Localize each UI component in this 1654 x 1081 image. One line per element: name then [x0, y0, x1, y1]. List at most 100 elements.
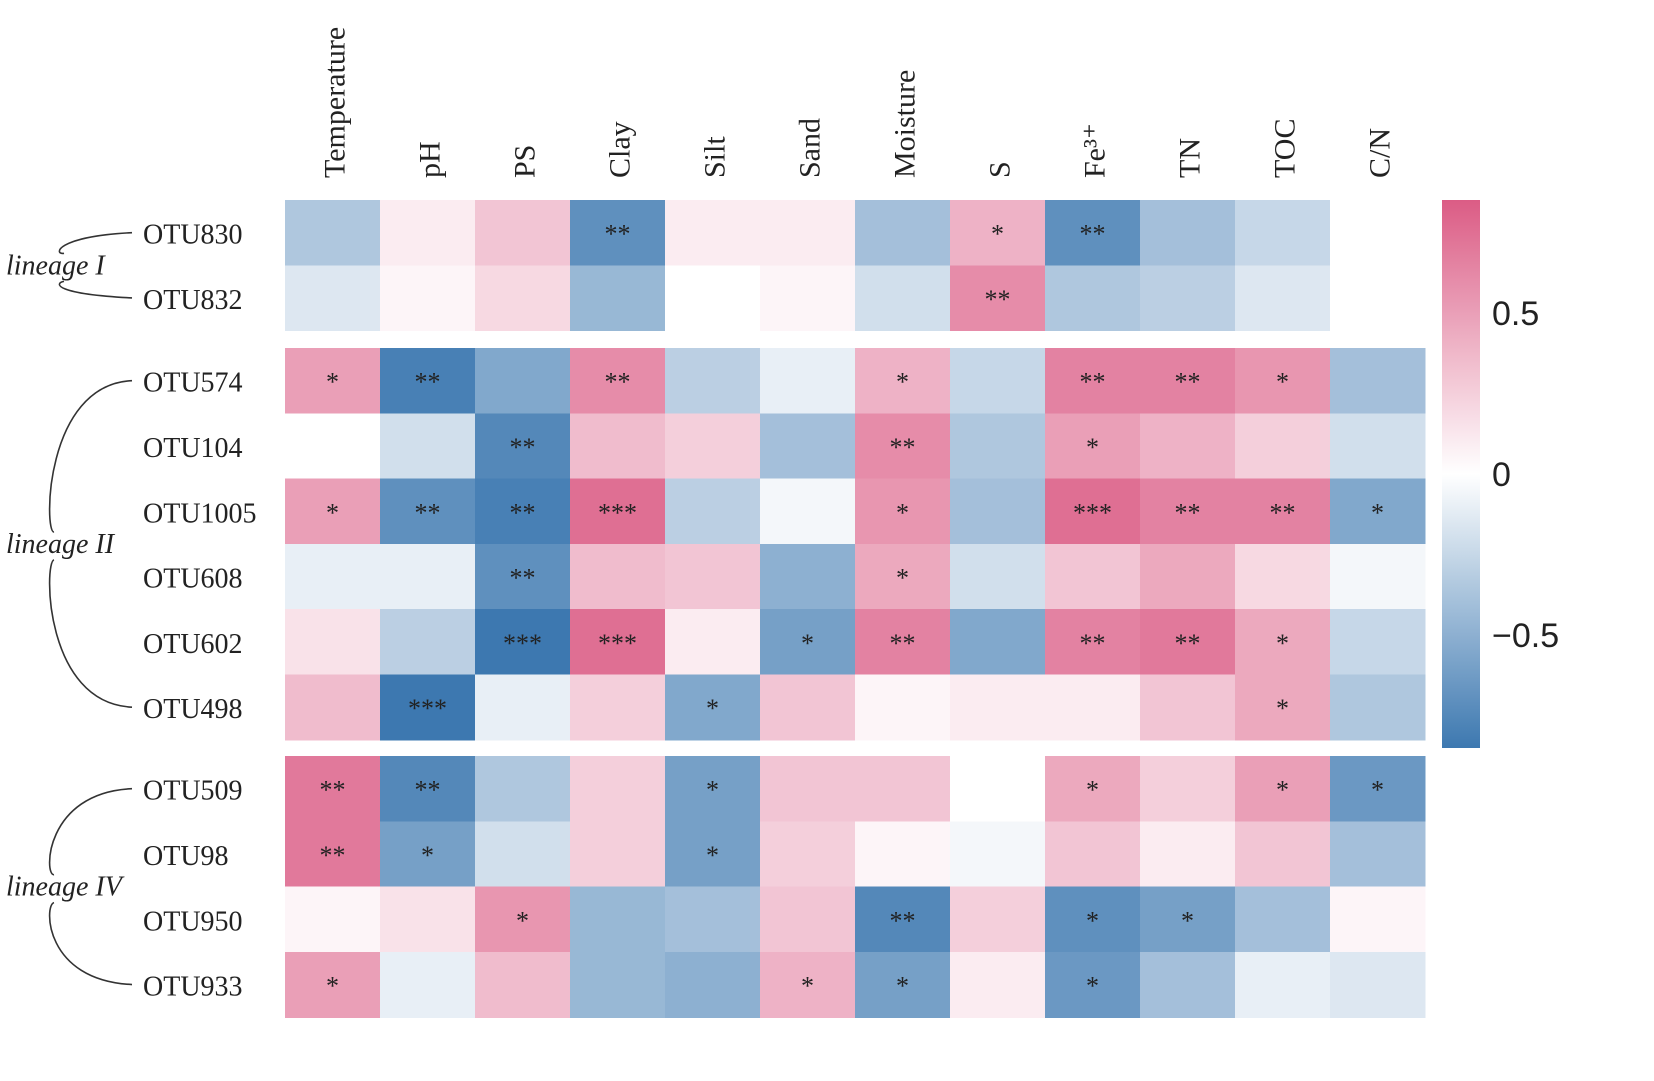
heatmap-cell — [1140, 478, 1236, 545]
significance-mark: *** — [408, 694, 447, 723]
heatmap-cell — [1045, 886, 1141, 953]
significance-mark: * — [801, 629, 814, 658]
significance-mark: * — [896, 564, 909, 593]
significance-mark: ** — [415, 368, 441, 397]
heatmap-cell — [570, 200, 666, 266]
heatmap-cell — [855, 609, 951, 676]
significance-mark: *** — [598, 498, 637, 527]
heatmap-cell — [665, 821, 761, 888]
column-header: Temperature — [319, 27, 352, 178]
colorbar-tick-label: 0.5 — [1492, 295, 1539, 333]
heatmap-cell — [570, 348, 666, 414]
heatmap-cell — [855, 543, 951, 610]
heatmap-cell — [760, 674, 856, 741]
significance-mark: * — [421, 841, 434, 870]
significance-mark: ** — [510, 498, 536, 527]
significance-mark: ** — [890, 629, 916, 658]
heatmap-cell — [950, 265, 1046, 332]
heatmap-cell — [1235, 756, 1331, 822]
significance-mark: * — [706, 841, 719, 870]
heatmap-cell — [760, 265, 856, 332]
heatmap-cell — [475, 543, 571, 610]
significance-mark: * — [706, 694, 719, 723]
heatmap-cell — [1235, 674, 1331, 741]
colorbar — [1442, 200, 1480, 748]
heatmap-cell — [570, 543, 666, 610]
significance-mark: * — [1181, 906, 1194, 935]
heatmap-cell — [855, 821, 951, 888]
heatmap-cell — [475, 200, 571, 266]
heatmap-cell — [380, 200, 476, 266]
significance-mark: ** — [415, 498, 441, 527]
heatmap-cell — [1140, 609, 1236, 676]
heatmap-cell — [1330, 609, 1426, 676]
heatmap-cell — [1235, 886, 1331, 953]
heatmap-cell — [475, 413, 571, 480]
heatmap-cell — [950, 951, 1046, 1018]
heatmap-cell — [285, 200, 381, 266]
heatmap-cell — [665, 543, 761, 610]
heatmap-cell — [570, 951, 666, 1018]
column-header: C/N — [1364, 128, 1397, 178]
column-header: PS — [509, 145, 542, 178]
heatmap-cell — [1235, 348, 1331, 414]
heatmap-cell — [665, 413, 761, 480]
heatmap-cell — [1045, 265, 1141, 332]
significance-mark: * — [326, 368, 339, 397]
heatmap-cell — [1045, 478, 1141, 545]
heatmap-cell — [665, 200, 761, 266]
heatmap-cell — [380, 756, 476, 822]
significance-mark: ** — [510, 564, 536, 593]
row-label: OTU933 — [143, 972, 243, 1003]
heatmap-cell — [950, 886, 1046, 953]
heatmap-cell — [380, 413, 476, 480]
heatmap-cell — [380, 951, 476, 1018]
heatmap-cell — [285, 821, 381, 888]
heatmap-cell — [950, 200, 1046, 266]
heatmap-cell — [1140, 543, 1236, 610]
row-label: OTU830 — [143, 220, 243, 251]
significance-mark: * — [1276, 694, 1289, 723]
heatmap-cell — [1140, 951, 1236, 1018]
row-label: OTU498 — [143, 694, 243, 725]
significance-mark: ** — [1080, 629, 1106, 658]
heatmap-cell — [950, 674, 1046, 741]
heatmap-cell — [475, 821, 571, 888]
heatmap-cell — [285, 609, 381, 676]
row-label: OTU1005 — [143, 498, 257, 529]
heatmap-cell — [1140, 886, 1236, 953]
significance-mark: * — [326, 972, 339, 1001]
heatmap-cell — [570, 609, 666, 676]
heatmap-cell — [760, 609, 856, 676]
row-label: OTU602 — [143, 629, 243, 660]
heatmap-cell — [1330, 413, 1426, 480]
heatmap-cell — [1330, 821, 1426, 888]
heatmap-cell — [1235, 413, 1331, 480]
heatmap-cell — [380, 478, 476, 545]
significance-mark: * — [1086, 433, 1099, 462]
heatmap-cell — [570, 413, 666, 480]
column-header: pH — [414, 141, 447, 178]
lineage-label: lineage II — [6, 529, 116, 560]
significance-mark: ** — [1080, 220, 1106, 249]
heatmap-cell — [475, 674, 571, 741]
heatmap-cell — [1330, 543, 1426, 610]
heatmap-cell — [285, 756, 381, 822]
significance-mark: ** — [605, 368, 631, 397]
column-header: S — [984, 161, 1017, 178]
heatmap-cell — [570, 674, 666, 741]
significance-mark: * — [1276, 776, 1289, 805]
heatmap-cell — [1330, 348, 1426, 414]
heatmap-cell — [1045, 821, 1141, 888]
heatmap-cell — [475, 886, 571, 953]
heatmap-cell — [665, 951, 761, 1018]
significance-mark: ** — [890, 906, 916, 935]
lineage-bracket — [48, 379, 133, 708]
significance-mark: ** — [605, 220, 631, 249]
row-label: OTU104 — [143, 433, 243, 464]
heatmap-cell — [1235, 951, 1331, 1018]
heatmap-cell — [285, 478, 381, 545]
heatmap-cell — [760, 200, 856, 266]
column-header: Silt — [699, 136, 732, 178]
